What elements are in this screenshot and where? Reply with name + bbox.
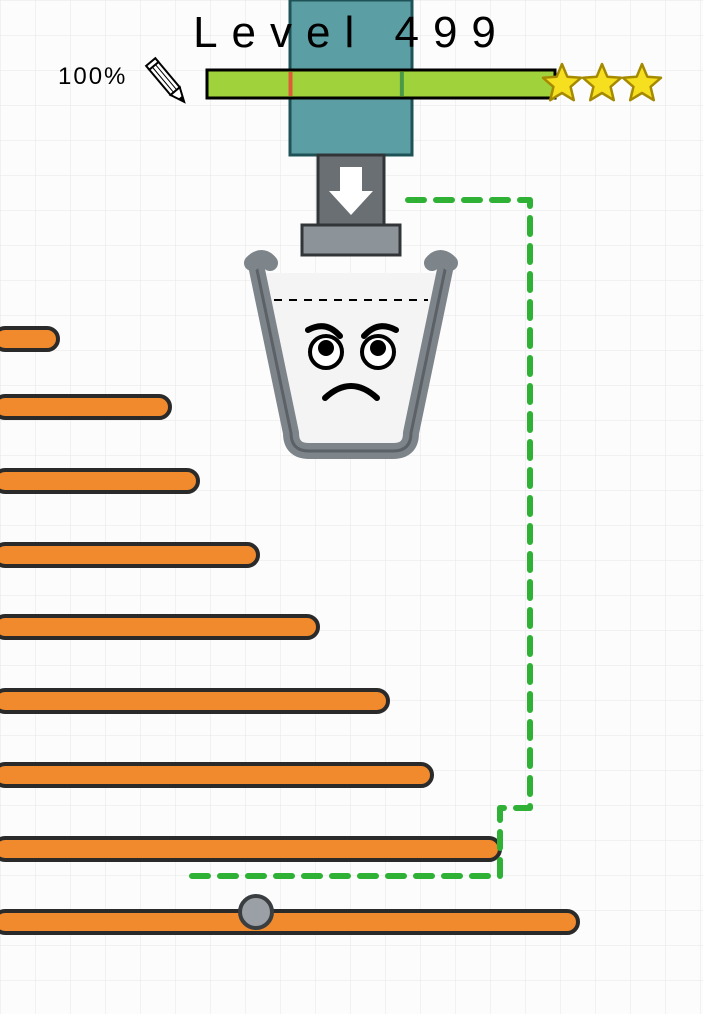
platform-bar xyxy=(0,396,170,418)
game-stage[interactable]: Level 499 100% xyxy=(0,0,703,1024)
pivot-ball xyxy=(240,896,272,928)
platform-bar xyxy=(0,544,258,566)
platform-bar xyxy=(0,911,578,933)
glass-cup xyxy=(252,258,450,451)
scene-svg xyxy=(0,0,703,1024)
platform-bar xyxy=(0,838,500,860)
platform-bar xyxy=(0,764,432,786)
platform-bar xyxy=(0,470,198,492)
platform-bar xyxy=(0,328,58,350)
ink-percent-label: 100% xyxy=(58,63,127,91)
ink-progress-bar xyxy=(207,70,555,98)
platform-bar xyxy=(0,690,388,712)
platform-bar xyxy=(0,616,318,638)
level-title: Level 499 xyxy=(0,8,703,58)
